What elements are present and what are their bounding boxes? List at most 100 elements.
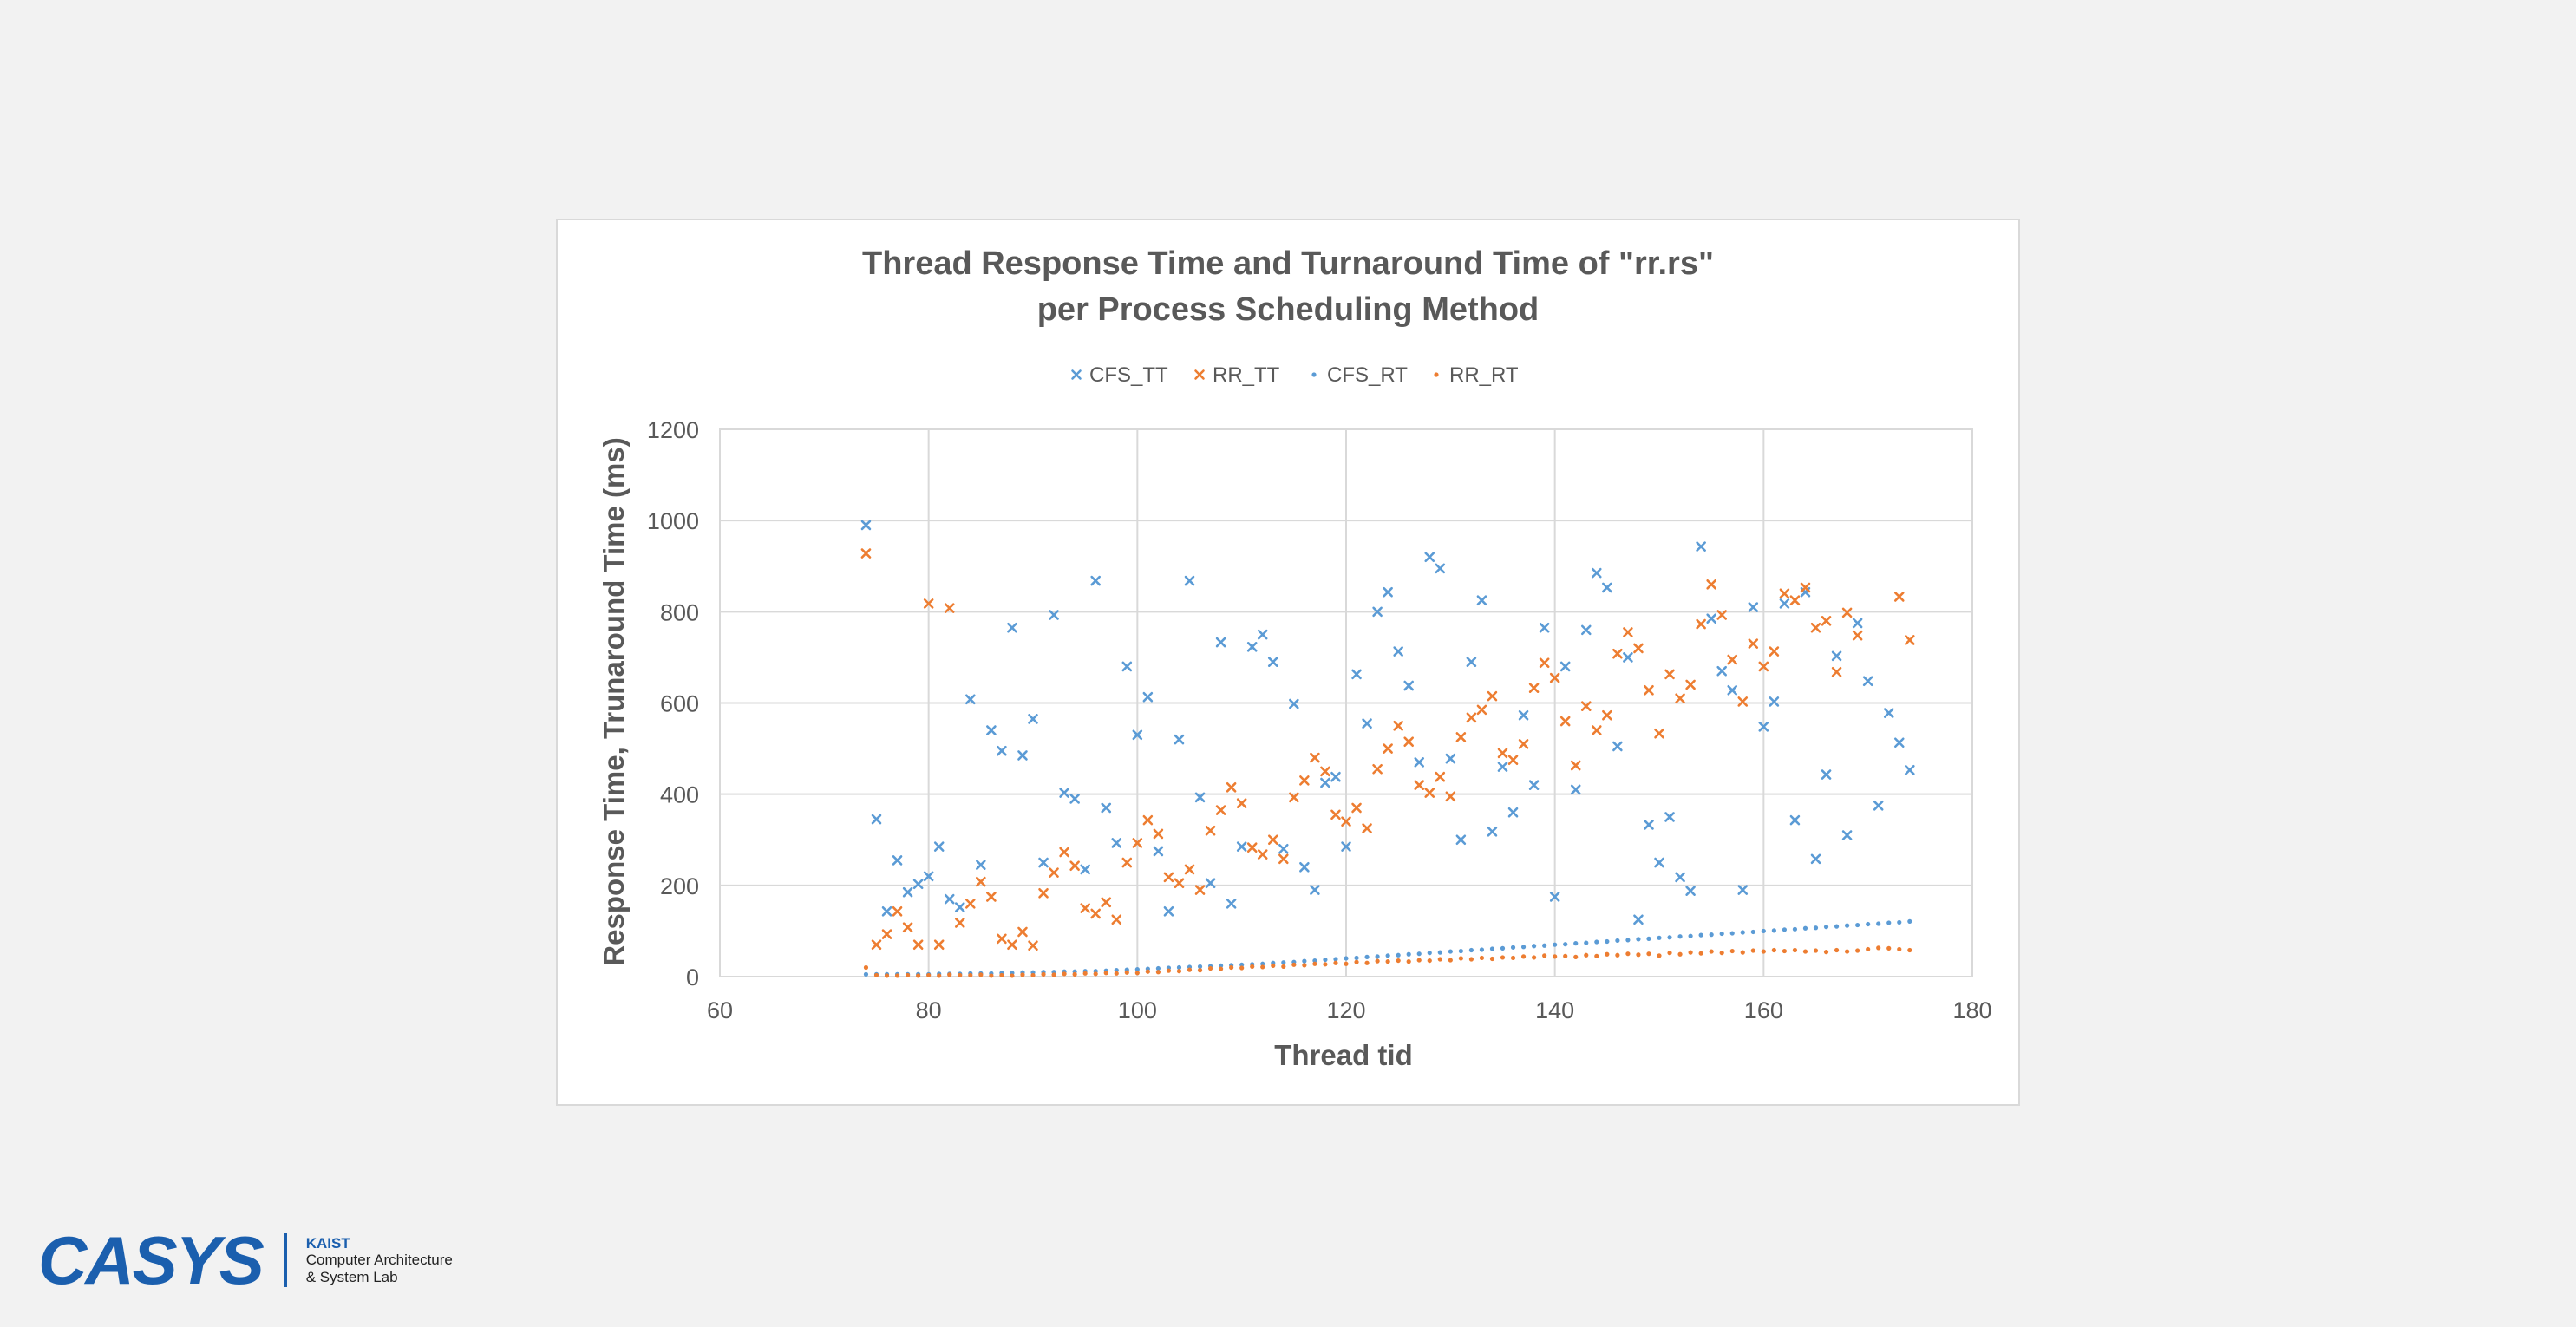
data-point (1750, 948, 1755, 953)
data-point (1458, 948, 1463, 954)
data-point (1174, 878, 1185, 889)
data-point (1341, 816, 1351, 827)
data-point (1771, 928, 1776, 933)
data-point (1333, 960, 1338, 965)
data-point (902, 922, 913, 933)
data-point (1727, 654, 1738, 665)
data-point (1396, 958, 1401, 964)
data-point (1696, 618, 1706, 630)
data-point (1594, 939, 1599, 945)
data-point (1737, 885, 1749, 895)
data-point (1792, 926, 1798, 932)
data-point (1688, 933, 1693, 938)
data-point (1716, 610, 1727, 620)
data-point (912, 939, 924, 950)
data-point (1155, 970, 1161, 975)
data-point (1393, 720, 1403, 731)
legend-marker (1311, 372, 1317, 377)
y-tick-label: 600 (660, 691, 699, 717)
data-point (1396, 952, 1401, 958)
data-point (871, 939, 882, 950)
data-point (1257, 629, 1268, 640)
data-point (1114, 971, 1119, 976)
chart-title: Thread Response Time and Turnaround Time… (862, 245, 1714, 328)
data-point (1549, 672, 1560, 683)
data-point (1028, 940, 1038, 951)
data-point (1414, 780, 1425, 790)
data-point (1821, 616, 1832, 626)
data-point (1729, 931, 1735, 936)
data-point (1654, 857, 1664, 868)
data-point (1362, 718, 1372, 729)
data-point (1049, 867, 1059, 878)
legend-label: CFS_RT (1327, 363, 1408, 387)
data-point (1163, 906, 1174, 917)
data-point (1385, 959, 1390, 964)
data-point (1810, 622, 1821, 633)
data-point (1215, 805, 1226, 815)
data-point (1729, 948, 1735, 954)
data-point (1299, 775, 1310, 786)
data-point (1709, 932, 1714, 938)
data-point (1897, 919, 1902, 925)
data-point (1782, 927, 1787, 932)
data-point (1487, 826, 1498, 837)
data-point (912, 879, 924, 890)
data-point (999, 972, 1004, 978)
data-point (933, 939, 945, 950)
data-point (1250, 964, 1255, 970)
logo-divider (283, 1233, 287, 1287)
data-point (1468, 947, 1474, 953)
data-point (1455, 732, 1467, 742)
data-point (860, 520, 872, 531)
data-point (1740, 930, 1745, 935)
data-point (1605, 951, 1610, 957)
data-point (1194, 792, 1206, 803)
data-point (1573, 954, 1579, 959)
data-point (1260, 964, 1265, 970)
chart-title-line-1: Thread Response Time and Turnaround Time… (862, 245, 1714, 282)
data-point (1737, 696, 1749, 707)
data-point (1779, 598, 1790, 609)
legend-marker (1194, 369, 1205, 380)
data-point (1205, 825, 1216, 836)
data-point (1236, 841, 1247, 852)
x-tick-label: 120 (1326, 997, 1365, 1023)
data-point (1038, 887, 1049, 899)
data-point (1823, 925, 1829, 930)
data-point (1750, 929, 1755, 935)
data-point (916, 973, 921, 978)
legend-label: RR_TT (1213, 363, 1280, 387)
data-point (1007, 939, 1017, 950)
data-point (1500, 955, 1506, 960)
legend-item-rr-tt: RR_TT (1194, 363, 1280, 387)
data-point (923, 871, 934, 882)
data-point (1080, 864, 1090, 875)
data-point (1393, 646, 1403, 657)
data-point (1289, 792, 1299, 803)
data-point (944, 603, 955, 613)
data-point (1782, 948, 1787, 954)
logo-lab-line-2: & System Lab (305, 1268, 398, 1285)
data-point (1528, 780, 1540, 790)
data-point (1302, 963, 1307, 968)
data-point (1176, 964, 1182, 971)
data-point (1539, 622, 1550, 633)
data-point (1657, 935, 1662, 940)
data-point (1623, 652, 1633, 663)
data-point (1852, 630, 1863, 641)
y-tick-label: 400 (660, 782, 699, 808)
data-point (892, 855, 903, 866)
data-point (1302, 958, 1307, 964)
data-point (1354, 959, 1359, 964)
data-point (1059, 847, 1069, 858)
data-point (1771, 947, 1776, 953)
data-point (1866, 921, 1871, 927)
data-point (1219, 963, 1224, 968)
data-point (1121, 857, 1133, 868)
data-point (1615, 952, 1620, 958)
data-point (1072, 971, 1077, 977)
data-point (1893, 737, 1905, 748)
x-tick-label: 180 (1952, 997, 1991, 1023)
scatter-chart: Thread Response Time and Turnaround Time… (598, 245, 1992, 1071)
